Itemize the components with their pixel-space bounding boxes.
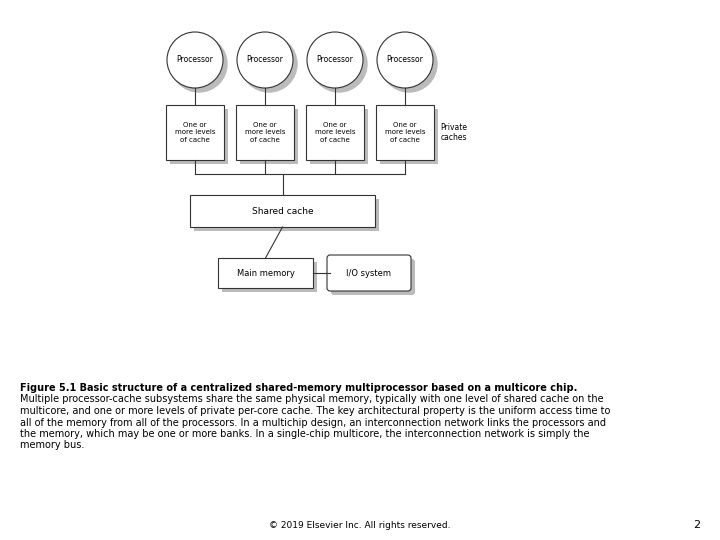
- Text: Multiple processor-cache subsystems share the same physical memory, typically wi: Multiple processor-cache subsystems shar…: [20, 395, 603, 404]
- Circle shape: [311, 36, 367, 92]
- Text: Processor: Processor: [246, 56, 284, 64]
- Circle shape: [167, 32, 223, 88]
- Bar: [240, 109, 298, 164]
- Bar: [222, 262, 317, 292]
- Text: One or
more levels
of cache: One or more levels of cache: [245, 122, 285, 143]
- Bar: [306, 105, 364, 160]
- Circle shape: [171, 36, 227, 92]
- Text: Shared cache: Shared cache: [252, 206, 313, 215]
- Text: all of the memory from all of the processors. In a multichip design, an intercon: all of the memory from all of the proces…: [20, 417, 606, 428]
- Bar: [218, 258, 313, 288]
- Text: memory bus.: memory bus.: [20, 441, 84, 450]
- FancyBboxPatch shape: [331, 259, 415, 295]
- Bar: [194, 199, 379, 231]
- Bar: [376, 105, 434, 160]
- Text: Figure 5.1 Basic structure of a centralized shared-memory multiprocessor based o: Figure 5.1 Basic structure of a centrali…: [20, 383, 577, 393]
- Text: One or
more levels
of cache: One or more levels of cache: [315, 122, 355, 143]
- Bar: [190, 195, 375, 227]
- Text: Private
caches: Private caches: [440, 123, 467, 142]
- Bar: [310, 109, 368, 164]
- Text: One or
more levels
of cache: One or more levels of cache: [384, 122, 426, 143]
- Circle shape: [241, 36, 297, 92]
- Text: Processor: Processor: [317, 56, 354, 64]
- Text: I/O system: I/O system: [346, 268, 392, 278]
- Circle shape: [377, 32, 433, 88]
- Bar: [166, 105, 224, 160]
- Text: the memory, which may be one or more banks. In a single-chip multicore, the inte: the memory, which may be one or more ban…: [20, 429, 590, 439]
- Text: © 2019 Elsevier Inc. All rights reserved.: © 2019 Elsevier Inc. All rights reserved…: [269, 521, 451, 530]
- Bar: [380, 109, 438, 164]
- Bar: [236, 105, 294, 160]
- Circle shape: [381, 36, 437, 92]
- Bar: [170, 109, 228, 164]
- Text: One or
more levels
of cache: One or more levels of cache: [175, 122, 215, 143]
- Text: Main memory: Main memory: [237, 268, 294, 278]
- Text: Processor: Processor: [387, 56, 423, 64]
- FancyBboxPatch shape: [327, 255, 411, 291]
- Circle shape: [237, 32, 293, 88]
- Circle shape: [307, 32, 363, 88]
- Text: multicore, and one or more levels of private per-core cache. The key architectur: multicore, and one or more levels of pri…: [20, 406, 611, 416]
- Text: Processor: Processor: [176, 56, 213, 64]
- Text: 2: 2: [693, 520, 700, 530]
